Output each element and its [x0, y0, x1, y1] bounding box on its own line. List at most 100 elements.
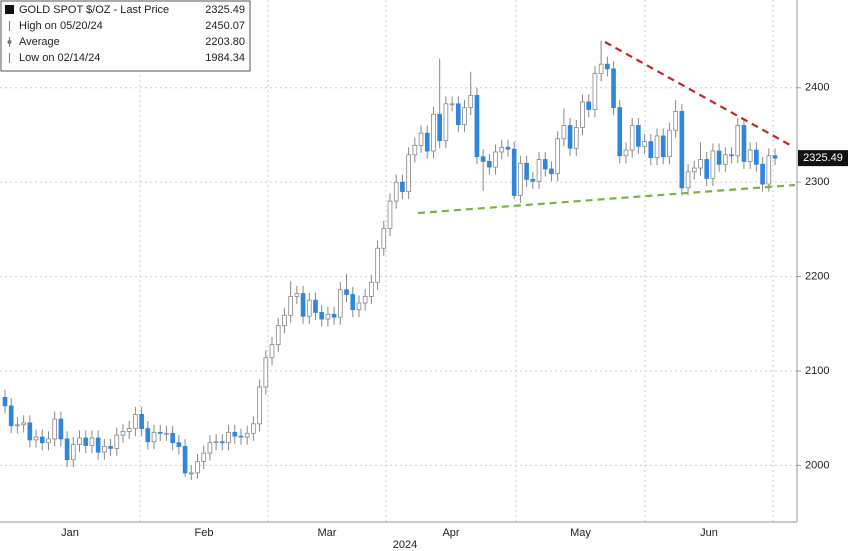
candle-body	[182, 446, 188, 474]
candle-body	[70, 444, 76, 461]
x-tick-label: Jun	[700, 527, 718, 539]
x-tick-label: Feb	[195, 527, 214, 539]
candle-body	[263, 357, 269, 388]
candle-body	[362, 295, 368, 304]
candle-body	[716, 150, 722, 165]
last-price-label: 2325.49	[803, 152, 843, 164]
candle-body	[83, 437, 89, 446]
candle-body	[313, 299, 318, 313]
candle-body	[375, 247, 380, 283]
candle-body	[636, 125, 641, 147]
candle-body	[772, 155, 778, 159]
candle-body	[251, 423, 256, 434]
legend-label: High on 05/20/24	[19, 20, 103, 32]
candle-body	[275, 325, 281, 345]
candle-body	[449, 103, 455, 106]
y-tick-label: 2200	[805, 270, 829, 282]
candle-body	[133, 413, 138, 429]
candle-body	[567, 125, 573, 149]
candle-body	[8, 405, 14, 427]
candle-body	[437, 113, 443, 142]
candle-body	[164, 432, 169, 435]
candle-body	[288, 295, 293, 316]
candle-body	[232, 431, 238, 437]
candle-body	[493, 151, 498, 168]
candle-body	[356, 302, 362, 311]
x-tick-label: Jan	[61, 527, 79, 539]
candle-body	[406, 154, 411, 193]
candle-body	[586, 101, 592, 110]
x-tick-label: Mar	[318, 527, 337, 539]
candle-body	[306, 299, 312, 317]
support-trendline	[417, 183, 796, 215]
candle-body	[530, 178, 536, 182]
candle-body	[561, 125, 567, 140]
candle-body	[95, 437, 101, 453]
legend-box	[0, 0, 251, 72]
candle-body	[139, 413, 144, 429]
candle-body	[207, 442, 213, 454]
candle-body	[431, 113, 436, 152]
candle-body	[331, 313, 337, 318]
y-tick-label: 2400	[805, 82, 829, 94]
candle-body	[89, 437, 95, 446]
candle-body	[648, 141, 654, 159]
candle-body	[729, 154, 734, 157]
candle-body	[549, 168, 554, 175]
candle-body	[766, 155, 772, 185]
candle-body	[151, 431, 157, 443]
candle-body	[474, 94, 480, 158]
candle-body	[220, 441, 225, 444]
candle-body	[238, 435, 244, 438]
candle-body	[505, 146, 511, 150]
candle-body	[722, 154, 728, 165]
candle-body	[592, 73, 598, 110]
candle-body	[679, 110, 685, 189]
candle-body	[536, 159, 542, 182]
candle-body	[455, 103, 461, 126]
candle-body	[580, 101, 585, 128]
candle-body	[704, 159, 710, 179]
candle-body	[555, 138, 560, 175]
candle-body	[754, 149, 759, 165]
candle-body	[33, 436, 39, 441]
legend: GOLD SPOT $/OZ - Last Price 2325.49 High o…	[0, 0, 251, 72]
candle-body	[710, 150, 716, 179]
candle-body	[300, 293, 306, 317]
candle-body	[201, 452, 207, 462]
candle-body	[617, 107, 623, 157]
plot	[2, 40, 778, 481]
candle-body	[21, 422, 26, 426]
legend-label: Average	[19, 36, 60, 48]
candle-body	[387, 200, 393, 229]
candle-body	[77, 437, 82, 445]
candle-body	[52, 418, 58, 440]
candle-body	[46, 438, 51, 444]
candle-body	[760, 163, 765, 185]
candle-body	[120, 430, 126, 436]
candle-body	[114, 434, 120, 449]
legend-value: 2450.07	[205, 20, 245, 32]
candle-body	[337, 289, 343, 318]
candle-body	[741, 125, 747, 162]
candle-body	[691, 167, 697, 173]
candle-body	[213, 441, 219, 444]
candle-body	[269, 344, 275, 359]
candle-body	[126, 428, 132, 432]
candle-body	[667, 129, 672, 158]
candle-body	[462, 107, 467, 126]
candle-body	[350, 294, 356, 311]
x-tick-label: May	[570, 527, 591, 539]
candle-body	[598, 63, 604, 75]
candle-body	[685, 171, 691, 189]
candle-body	[542, 159, 548, 170]
candle-body	[418, 132, 424, 146]
candle-body	[673, 110, 678, 131]
candle-body	[623, 149, 629, 157]
candle-body	[487, 161, 492, 168]
candle-body	[176, 442, 182, 447]
candle-body	[443, 103, 449, 142]
candle-body	[157, 431, 163, 434]
candle-body	[381, 228, 387, 249]
